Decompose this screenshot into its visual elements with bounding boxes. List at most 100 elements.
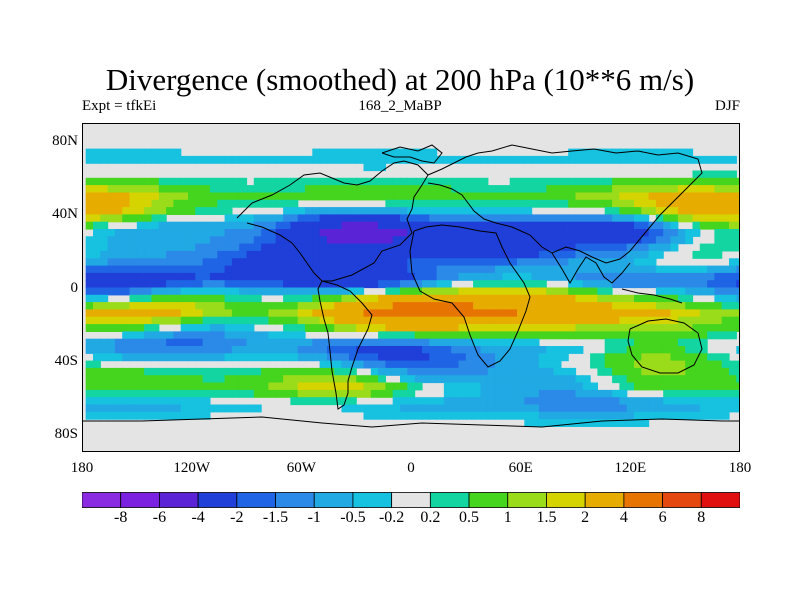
- field-cell: [736, 265, 740, 274]
- field-cell: [392, 258, 401, 267]
- field-cell: [180, 221, 189, 230]
- field-cell: [729, 192, 737, 201]
- field-cell: [414, 287, 423, 296]
- field-cell: [502, 155, 511, 164]
- field-cell: [370, 309, 379, 318]
- field-cell: [670, 324, 679, 332]
- field-cell: [670, 155, 679, 164]
- field-cell: [531, 177, 540, 186]
- field-cell: [122, 250, 131, 259]
- field-cell: [553, 346, 562, 354]
- field-cell: [714, 170, 723, 179]
- field-cell: [370, 280, 379, 289]
- field-cell: [363, 229, 372, 237]
- field-cell: [604, 272, 613, 281]
- field-cell: [93, 346, 101, 354]
- field-cell: [560, 250, 569, 259]
- field-cell: [524, 324, 533, 332]
- field-cell: [655, 287, 664, 296]
- field-cell: [283, 229, 291, 237]
- field-cell: [568, 185, 577, 193]
- field-cell: [326, 389, 335, 398]
- field-cell: [604, 411, 613, 420]
- field-cell: [348, 221, 357, 230]
- field-cell: [312, 324, 321, 332]
- field-cell: [363, 155, 372, 164]
- field-cell: [575, 185, 584, 193]
- field-cell: [677, 148, 686, 157]
- field-cell: [634, 229, 642, 237]
- colorbar-swatch: [120, 492, 160, 508]
- field-cell: [597, 331, 606, 340]
- field-cell: [209, 294, 218, 303]
- field-cell: [114, 258, 123, 267]
- field-cell: [400, 302, 408, 310]
- field-cell: [136, 375, 145, 384]
- field-cell: [348, 404, 357, 413]
- field-cell: [85, 404, 94, 413]
- field-cell: [568, 367, 577, 376]
- field-cell: [305, 177, 313, 186]
- field-cell: [443, 375, 452, 384]
- field-cell: [85, 389, 94, 398]
- field-cell: [297, 177, 306, 186]
- field-cell: [158, 221, 167, 230]
- field-cell: [129, 338, 138, 347]
- field-cell: [692, 287, 701, 296]
- field-cell: [85, 265, 94, 274]
- field-cell: [239, 338, 248, 347]
- field-cell: [158, 294, 167, 303]
- field-cell: [239, 265, 248, 274]
- field-cell: [122, 346, 131, 354]
- field-cell: [275, 287, 284, 296]
- field-cell: [312, 221, 321, 230]
- field-cell: [334, 324, 343, 332]
- field-cell: [217, 155, 226, 164]
- field-cell: [699, 214, 708, 223]
- field-cell: [407, 229, 416, 237]
- field-cell: [122, 272, 131, 281]
- field-cell: [604, 302, 613, 310]
- field-cell: [509, 236, 518, 245]
- field-cell: [414, 207, 423, 215]
- field-cell: [612, 397, 620, 406]
- field-cell: [480, 214, 489, 223]
- field-cell: [641, 382, 650, 391]
- field-cell: [670, 397, 679, 406]
- field-cell: [546, 367, 555, 376]
- field-cell: [231, 250, 240, 259]
- field-cell: [166, 192, 174, 201]
- field-cell: [334, 287, 343, 296]
- field-cell: [480, 389, 489, 398]
- field-cell: [144, 367, 152, 376]
- field-cell: [188, 229, 196, 237]
- field-cell: [385, 214, 394, 223]
- field-cell: [114, 192, 123, 201]
- field-cell: [261, 199, 269, 208]
- field-cell: [253, 243, 262, 252]
- field-cell: [400, 309, 408, 318]
- field-cell: [378, 265, 386, 274]
- field-cell: [129, 155, 138, 164]
- field-cell: [612, 419, 620, 427]
- field-cell: [677, 324, 686, 332]
- field-cell: [663, 207, 672, 215]
- field-cell: [246, 185, 255, 193]
- field-cell: [107, 155, 116, 164]
- field-cell: [729, 302, 737, 310]
- field-cell: [495, 324, 503, 332]
- field-cell: [275, 331, 284, 340]
- field-cell: [553, 221, 562, 230]
- field-cell: [356, 360, 365, 369]
- field-cell: [509, 404, 518, 413]
- field-cell: [93, 316, 101, 325]
- field-cell: [93, 243, 101, 252]
- field-cell: [487, 353, 496, 362]
- field-cell: [129, 404, 138, 413]
- field-cell: [334, 236, 343, 245]
- field-cell: [414, 316, 423, 325]
- field-cell: [736, 177, 740, 186]
- field-cell: [400, 324, 408, 332]
- field-cell: [378, 207, 386, 215]
- field-cell: [473, 199, 481, 208]
